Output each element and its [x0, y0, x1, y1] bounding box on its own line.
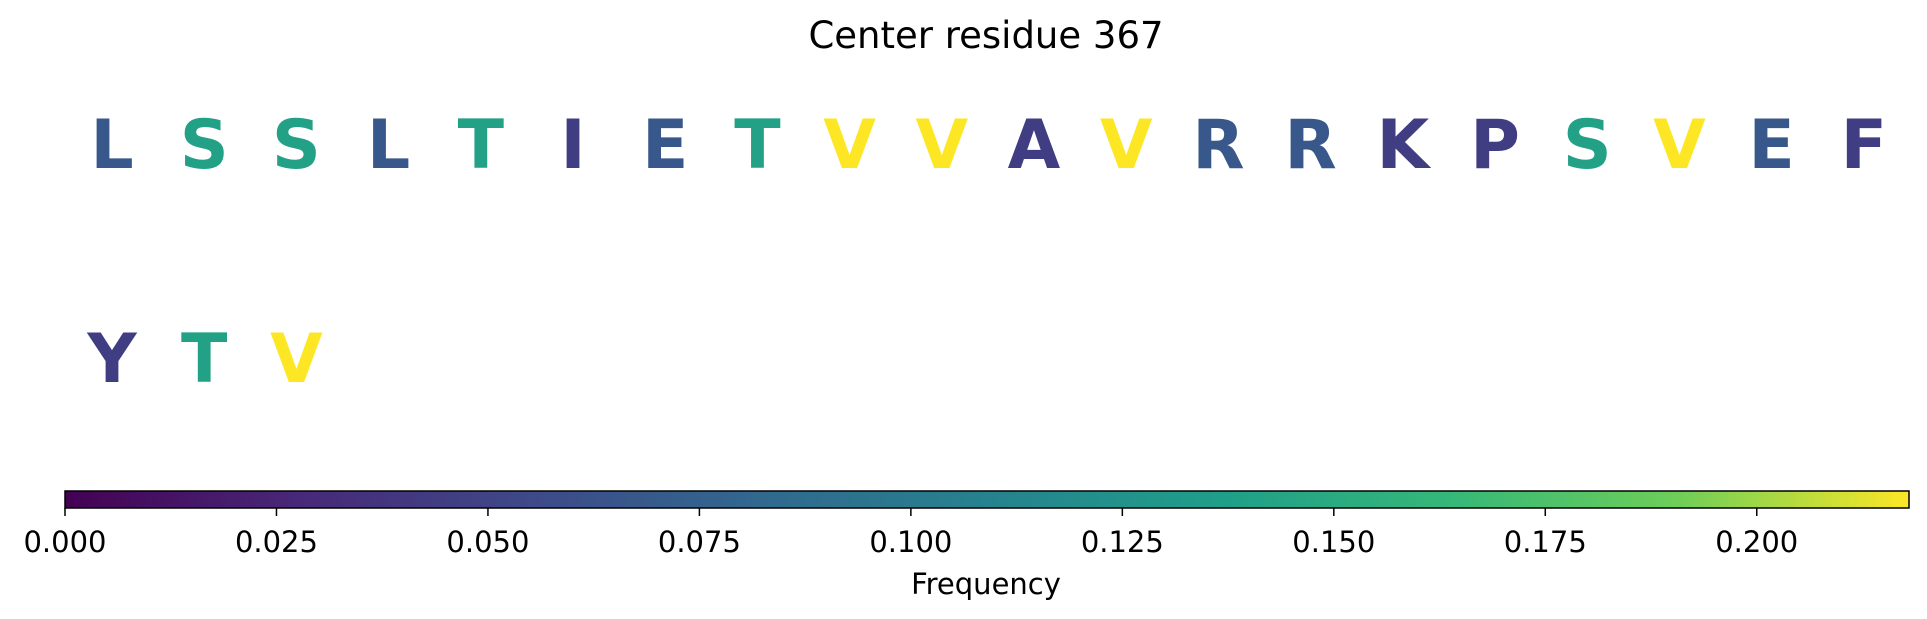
- residue-letters: L S S L T I E T V V A V R R K P S V E FY T V: [86, 106, 1887, 399]
- residue-letter: R: [1192, 106, 1244, 185]
- colorbar-ticks: 0.000 0.025 0.050 0.075 0.100 0.125 0.150 0.175…: [23, 508, 1798, 559]
- residue-letter: T: [181, 320, 228, 399]
- residue-letter: L: [90, 106, 133, 185]
- chart-title: Center residue 367: [808, 14, 1163, 57]
- residue-letter: Y: [86, 320, 137, 399]
- residue-letter: V: [270, 320, 323, 399]
- colorbar-label: Frequency: [911, 567, 1061, 601]
- residue-letter: S: [180, 106, 229, 185]
- residue-letter: V: [1100, 106, 1153, 185]
- residue-letter: V: [915, 106, 968, 185]
- colorbar-tick-label: 0.025: [235, 525, 318, 559]
- colorbar-gradient: [64, 490, 1910, 509]
- colorbar: 0.000 0.025 0.050 0.075 0.100 0.125 0.150 0.175…: [23, 490, 1910, 559]
- residue-letter: T: [734, 106, 781, 185]
- colorbar-tick-label: 0.200: [1715, 525, 1798, 559]
- residue-letter: R: [1284, 106, 1336, 185]
- colorbar-tick-label: 0.075: [658, 525, 741, 559]
- residue-letter: V: [1653, 106, 1706, 185]
- residue-letter: T: [458, 106, 505, 185]
- colorbar-tick-label: 0.000: [23, 525, 106, 559]
- residue-letter: A: [1008, 106, 1061, 185]
- residue-letter: V: [823, 106, 876, 185]
- residue-letter: E: [1748, 106, 1794, 185]
- residue-letter: I: [560, 106, 585, 185]
- residue-letter: S: [272, 106, 321, 185]
- residue-letter: P: [1470, 106, 1520, 185]
- residue-letter: K: [1376, 106, 1431, 185]
- colorbar-tick-label: 0.050: [446, 525, 529, 559]
- residue-letter: S: [1563, 106, 1612, 185]
- colorbar-tick-label: 0.150: [1292, 525, 1375, 559]
- colorbar-tick-label: 0.125: [1081, 525, 1164, 559]
- residue-letter: E: [642, 106, 688, 185]
- residue-letter: F: [1841, 106, 1887, 185]
- residue-letter: L: [367, 106, 410, 185]
- colorbar-tick-label: 0.100: [869, 525, 952, 559]
- colorbar-tick-label: 0.175: [1504, 525, 1587, 559]
